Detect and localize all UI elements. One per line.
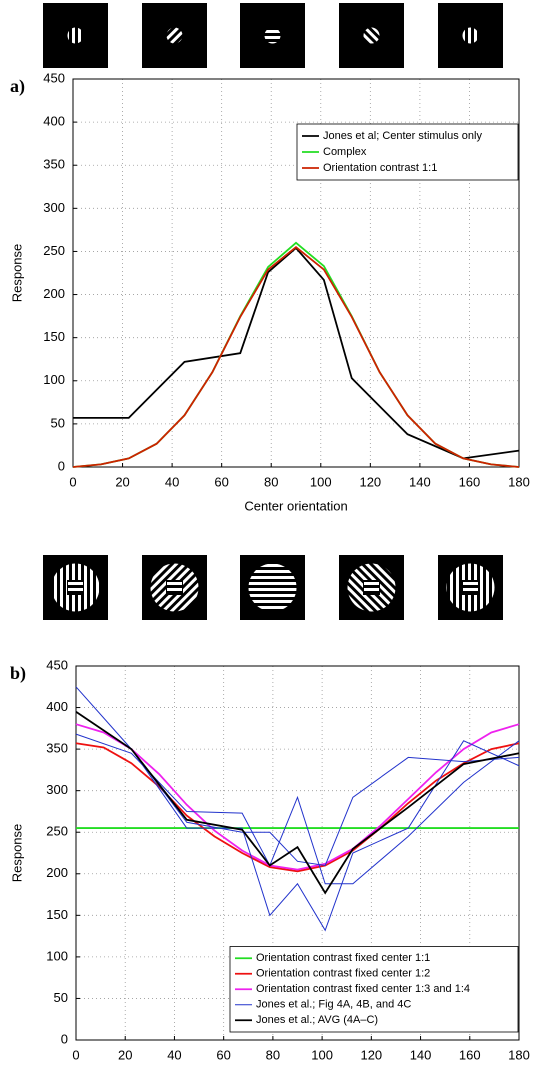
y-tick-label: 400 (43, 114, 65, 129)
x-tick-label: 0 (69, 474, 76, 489)
y-tick-label: 450 (46, 657, 68, 672)
series-line (75, 723, 520, 871)
y-tick-label: 300 (43, 200, 65, 215)
legend-box (296, 123, 519, 181)
y-tick-label: 50 (54, 990, 68, 1005)
y-tick-label: 400 (46, 699, 68, 714)
x-tick-label: 0 (72, 1047, 79, 1062)
series-line (72, 241, 520, 468)
legend-label: Orientation contrast fixed center 1:3 an… (256, 983, 470, 995)
chart: a) 0 50 100 150 200 250 300 350 400 450 0 20 40 60 80 10… (9, 70, 529, 513)
panel-label: a) (10, 76, 25, 97)
series-line (72, 245, 520, 468)
legend-label: Orientation contrast fixed center 1:1 (256, 952, 430, 964)
x-tick-label: 60 (216, 1047, 230, 1062)
x-tick-label: 120 (359, 474, 381, 489)
chart: b) 0 50 100 150 200 250 300 350 400 450 0 20 40 60 80 10… (9, 657, 530, 1062)
x-tick-label: 60 (214, 474, 228, 489)
x-tick-label: 140 (410, 1047, 432, 1062)
y-tick-label: 200 (46, 865, 68, 880)
y-tick-label: 50 (51, 415, 65, 430)
y-tick-label: 250 (43, 243, 65, 258)
series-line (75, 686, 520, 932)
y-tick-label: 350 (43, 157, 65, 172)
x-tick-label: 120 (360, 1047, 382, 1062)
legend-label: Orientation contrast fixed center 1:2 (256, 968, 430, 980)
legend-label: Complex (323, 146, 367, 158)
legend-label: Jones et al.; AVG (4A–C) (256, 1014, 378, 1026)
x-tick-label: 140 (409, 474, 431, 489)
x-tick-label: 160 (459, 1047, 481, 1062)
panel-label: b) (10, 663, 26, 684)
y-axis-label: Response (9, 244, 24, 303)
y-tick-label: 250 (46, 824, 68, 839)
series-line (73, 246, 520, 460)
y-tick-label: 300 (46, 782, 68, 797)
x-tick-label: 40 (167, 1047, 181, 1062)
series-line (75, 711, 520, 867)
x-tick-label: 100 (310, 474, 332, 489)
series-line (75, 742, 520, 873)
x-axis-label: Center orientation (244, 498, 347, 513)
legend-label: Jones et al; Center stimulus only (323, 130, 482, 142)
stimulus-row-top (43, 3, 503, 68)
series-line (75, 733, 520, 885)
y-tick-label: 0 (58, 458, 65, 473)
stimulus-row-bottom (43, 555, 503, 620)
x-tick-label: 40 (165, 474, 179, 489)
x-tick-label: 180 (508, 474, 530, 489)
plot-frame (75, 665, 520, 1041)
y-tick-label: 0 (61, 1031, 68, 1046)
y-tick-label: 450 (43, 70, 65, 85)
legend-box (229, 946, 519, 1033)
series-line (75, 710, 520, 895)
x-tick-label: 20 (115, 474, 129, 489)
y-tick-label: 100 (43, 372, 65, 387)
y-axis-label: Response (9, 824, 24, 883)
y-tick-label: 350 (46, 741, 68, 756)
y-tick-label: 150 (43, 329, 65, 344)
y-tick-label: 200 (43, 286, 65, 301)
x-tick-label: 20 (118, 1047, 132, 1062)
x-tick-label: 80 (264, 474, 278, 489)
plot-frame (72, 78, 520, 468)
x-tick-label: 160 (459, 474, 481, 489)
x-tick-label: 80 (266, 1047, 280, 1062)
legend-label: Jones et al.; Fig 4A, 4B, and 4C (256, 999, 411, 1011)
x-tick-label: 180 (508, 1047, 530, 1062)
y-tick-label: 100 (46, 948, 68, 963)
y-tick-label: 150 (46, 907, 68, 922)
x-tick-label: 100 (311, 1047, 333, 1062)
legend-label: Orientation contrast 1:1 (323, 162, 437, 174)
